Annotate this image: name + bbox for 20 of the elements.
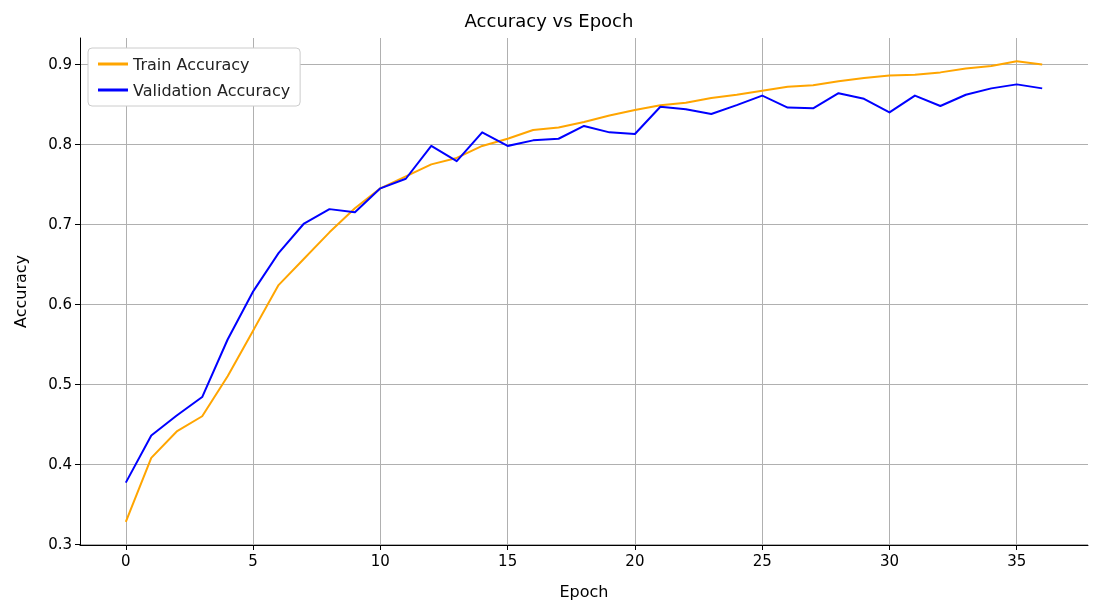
y-tick-label: 0.3 [48,535,72,554]
x-tick-label: 10 [370,551,390,570]
x-tick-label: 25 [752,551,772,570]
y-axis-title: Accuracy [10,254,30,329]
x-tick-label: 35 [1007,551,1027,570]
x-axis-title: Epoch [559,581,609,601]
x-tick-label: 30 [879,551,899,570]
x-tick-label: 5 [248,551,258,570]
y-tick-label: 0.9 [48,55,72,74]
y-tick-label: 0.8 [48,135,72,154]
x-tick-label: 15 [498,551,518,570]
y-tick-label: 0.7 [48,215,72,234]
y-tick-label: 0.4 [48,455,72,474]
x-tick-label: 0 [121,551,131,570]
x-tick-label: 20 [625,551,645,570]
y-tick-label: 0.5 [48,375,72,394]
legend-label: Validation Accuracy [133,80,291,100]
chart-title: Accuracy vs Epoch [464,9,634,31]
y-tick-label: 0.6 [48,295,72,314]
legend-label: Train Accuracy [132,54,250,74]
